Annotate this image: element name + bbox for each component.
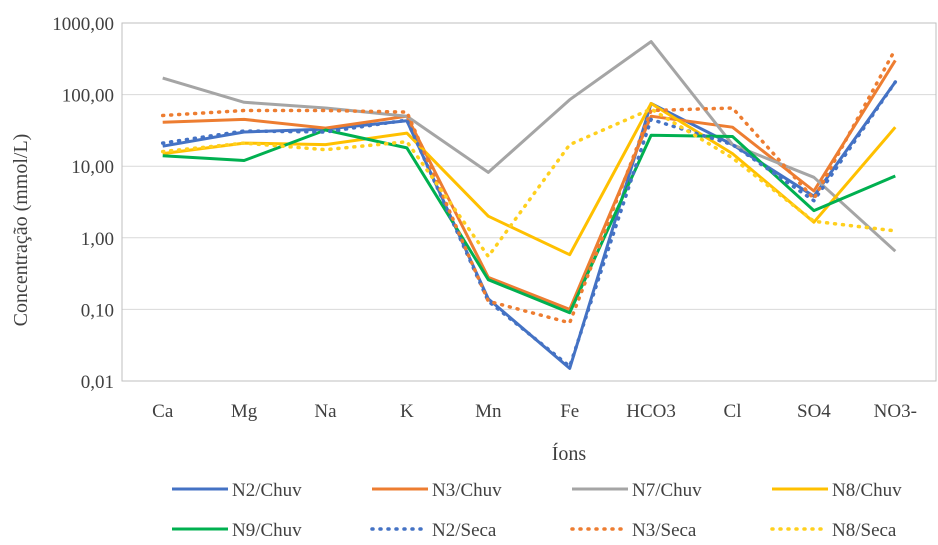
series-line-n9-chuv	[162, 128, 896, 315]
series-line-n2-seca	[160, 80, 898, 369]
x-tick-label: Na	[314, 401, 337, 422]
legend: N2/Chuv N3/Chuv N7/Chuv N8/Chuv N9/Chuv N2/Se…	[172, 480, 902, 541]
series-line-n3-seca	[160, 47, 898, 325]
x-tick-label: Mg	[231, 401, 258, 422]
x-tick-label: NO3-	[874, 401, 917, 422]
y-axis-title: Concentração (mmol/L)	[10, 134, 32, 327]
y-tick-label: 10,00	[71, 157, 114, 178]
x-tick-label: Fe	[560, 401, 579, 422]
series-lines	[160, 40, 898, 370]
series-line-n8-seca	[160, 107, 898, 259]
series-line-n3-chuv	[162, 59, 897, 311]
legend-label: N2/Chuv	[232, 480, 302, 501]
y-tick-label: 100,00	[62, 86, 114, 107]
y-tick-label: 0,01	[81, 372, 114, 393]
x-axis-ticks: Ca Mg Na K Mn Fe HCO3 Cl SO4 NO3-	[152, 401, 917, 422]
x-tick-label: SO4	[797, 401, 831, 422]
x-tick-label: Cl	[724, 401, 742, 422]
x-tick-label: Mn	[475, 401, 502, 422]
legend-label: N8/Chuv	[832, 480, 902, 501]
y-tick-label: 1000,00	[52, 14, 114, 35]
series-line-n7-chuv	[162, 40, 897, 253]
legend-label: N2/Seca	[432, 520, 497, 541]
x-axis-title: Íons	[552, 442, 587, 465]
plot-area-border	[121, 22, 937, 382]
legend-label: N7/Chuv	[632, 480, 702, 501]
gridlines	[121, 22, 937, 382]
legend-label: N3/Seca	[632, 520, 697, 541]
legend-label: N3/Chuv	[432, 480, 502, 501]
legend-label: N9/Chuv	[232, 520, 302, 541]
x-tick-label: Ca	[152, 401, 174, 422]
y-axis-ticks: 0,01 0,10 1,00 10,00 100,00 1000,00	[52, 14, 114, 393]
legend-label: N8/Seca	[832, 520, 897, 541]
x-tick-label: K	[400, 401, 414, 422]
y-tick-label: 0,10	[81, 300, 114, 321]
series-line-n2-chuv	[162, 81, 897, 370]
y-tick-label: 1,00	[81, 229, 114, 250]
x-tick-label: HCO3	[626, 401, 676, 422]
